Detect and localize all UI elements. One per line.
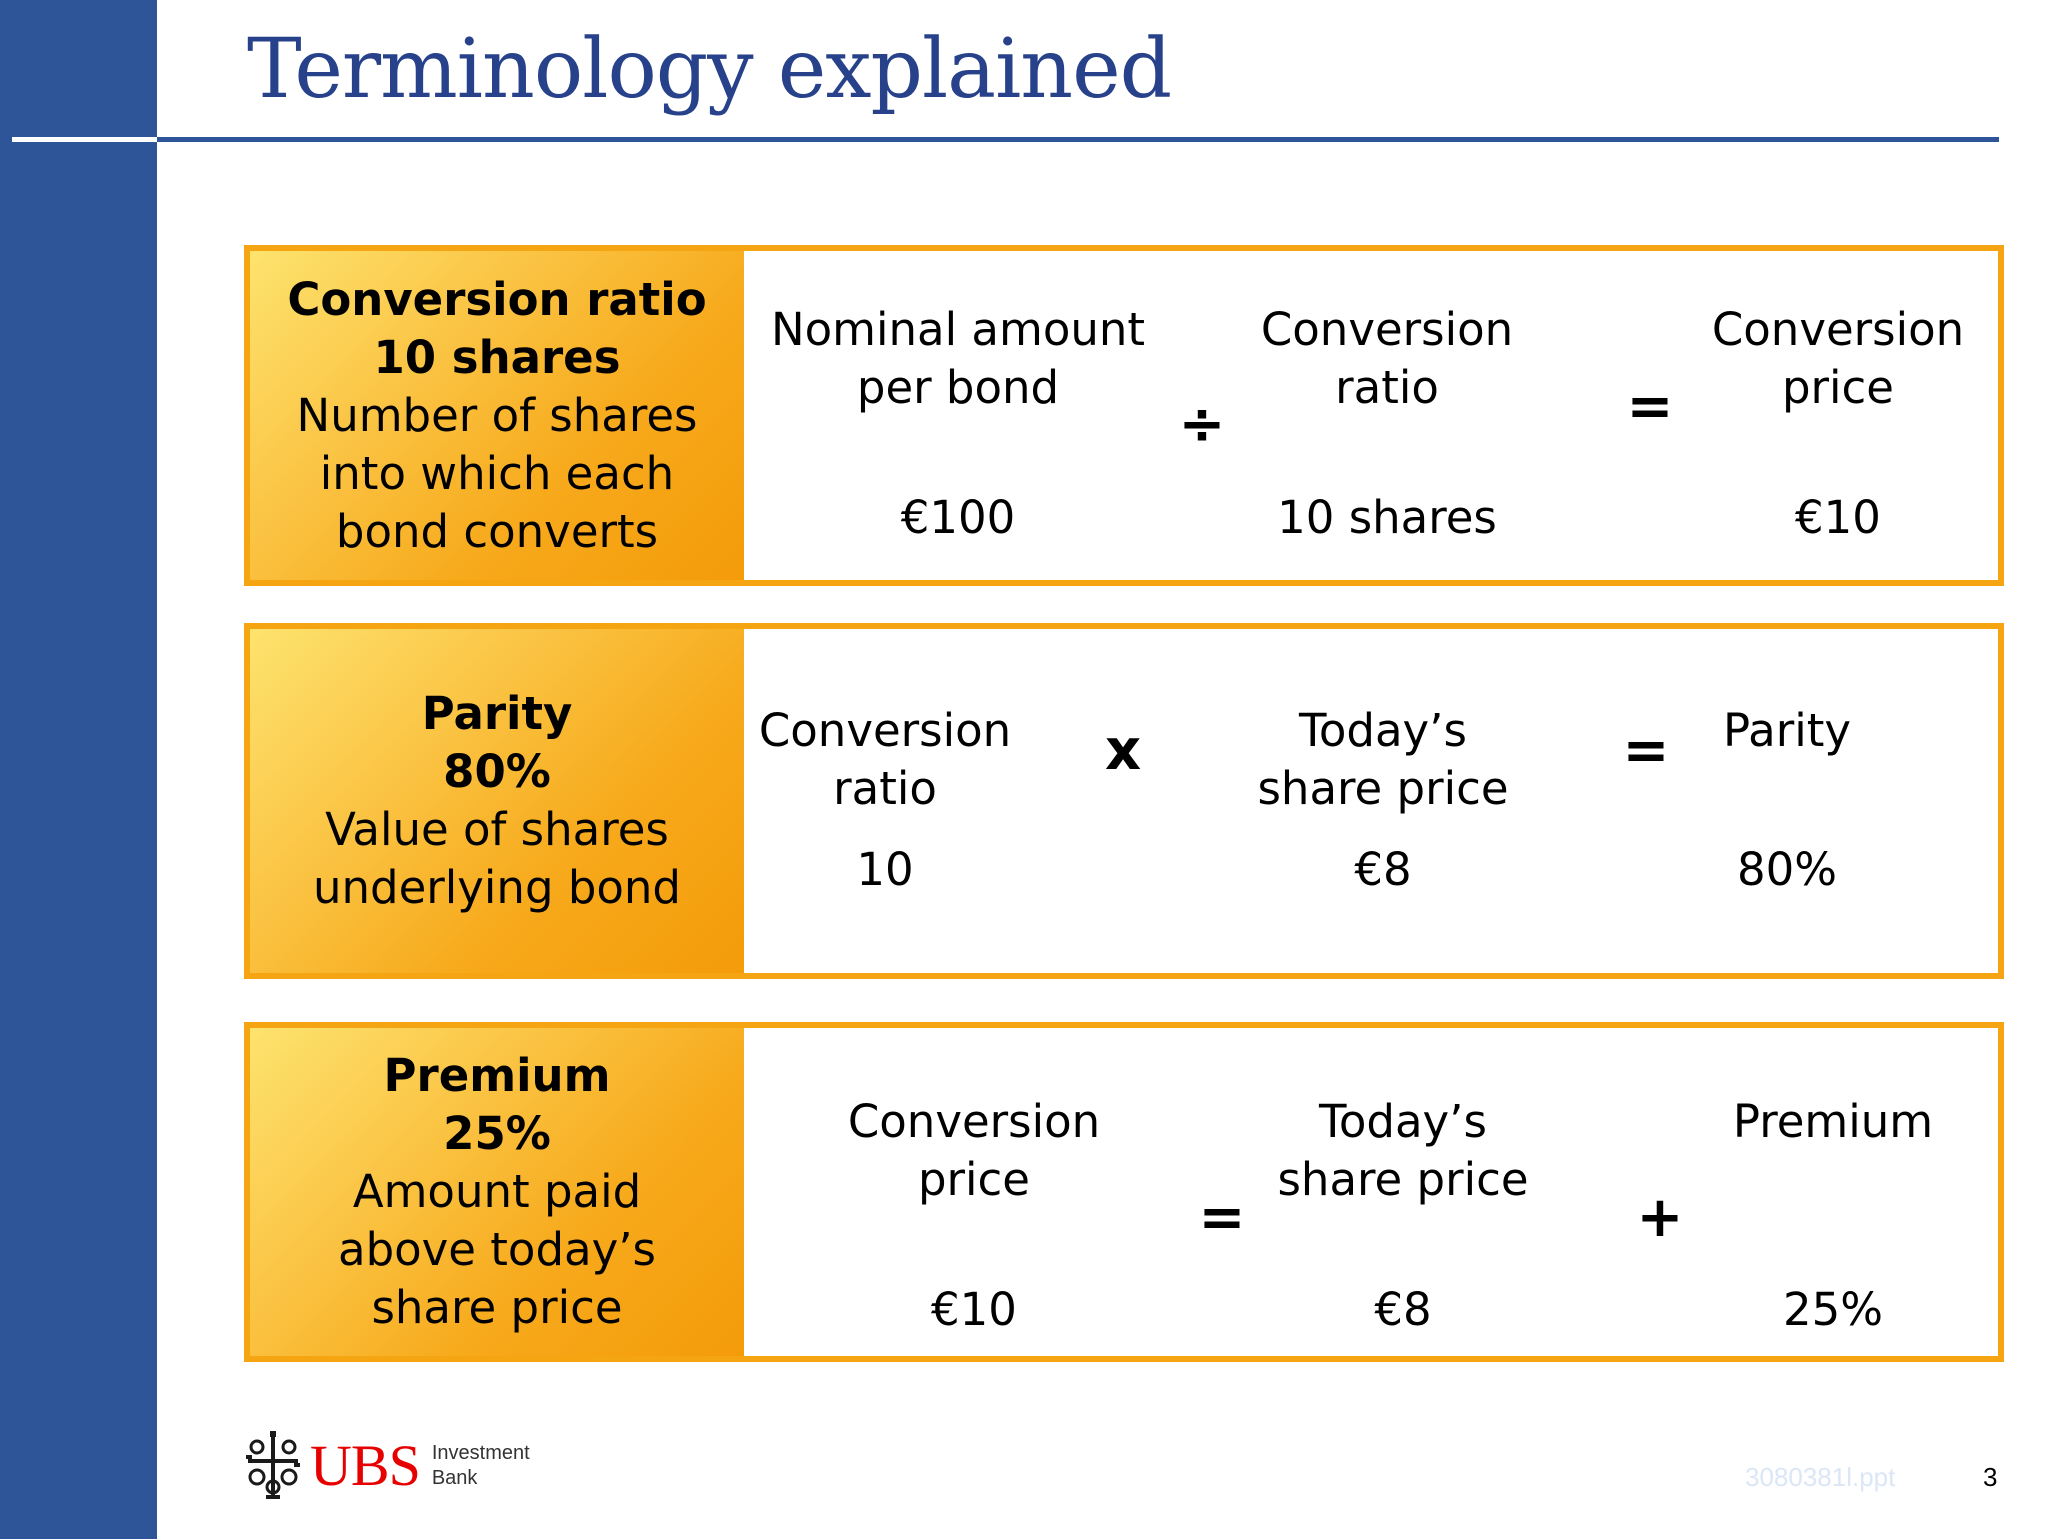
term-value: €100	[900, 491, 1016, 544]
term-heading-line: per bond	[856, 361, 1060, 414]
panel-parity: Parity 80% Value of shares underlying bo…	[244, 623, 2004, 979]
label-desc-line: Number of shares	[296, 388, 698, 442]
term-value: €10	[1795, 491, 1881, 544]
term-heading-line: Parity	[1723, 704, 1851, 757]
label-title: Parity	[421, 687, 573, 740]
term-heading-line: share price	[1277, 1153, 1529, 1206]
term-heading-line: price	[1781, 361, 1894, 414]
label-title: Conversion ratio	[287, 272, 707, 326]
label-value: 25%	[443, 1107, 551, 1160]
term-value: €8	[1374, 1283, 1432, 1336]
ubs-wordmark: UBS	[310, 1432, 421, 1498]
term-heading-line: Nominal amount	[770, 303, 1146, 356]
panel-label-premium: Premium 25% Amount paid above today’s sh…	[250, 1028, 744, 1356]
term-value: 80%	[1736, 843, 1838, 896]
term-heading-line: ratio	[1335, 361, 1439, 414]
label-desc-line: above today’s	[338, 1223, 656, 1276]
panel-label-parity: Parity 80% Value of shares underlying bo…	[250, 629, 744, 973]
term-value: 25%	[1782, 1283, 1884, 1336]
term-heading-line: Premium	[1732, 1095, 1934, 1148]
logo-subtitle: Investment Bank	[432, 1441, 530, 1491]
term-heading: Conversion ratio	[759, 702, 1011, 818]
panel-premium: Premium 25% Amount paid above today’s sh…	[244, 1022, 2004, 1362]
multiply-operator: x	[1104, 718, 1142, 783]
term-value: €10	[931, 1283, 1017, 1336]
term-heading-line: Conversion	[1711, 303, 1965, 356]
ubs-keys-icon	[246, 1430, 300, 1499]
panel-label-conversion-ratio: Conversion ratio 10 shares Number of sha…	[250, 251, 744, 580]
term-heading-line: Conversion	[1260, 303, 1514, 356]
term-value: €8	[1354, 843, 1412, 896]
equals-operator: =	[1198, 1185, 1246, 1250]
label-value: 10 shares	[373, 330, 621, 384]
term-heading: Conversion price	[1712, 301, 1964, 417]
label-title: Premium	[383, 1049, 611, 1102]
label-desc-line: Amount paid	[352, 1165, 642, 1218]
label-desc-line: Value of shares	[325, 803, 669, 856]
term-heading: Today’s share price	[1257, 702, 1508, 818]
term-heading-line: ratio	[833, 762, 937, 815]
term-heading: Today’s share price	[1277, 1093, 1528, 1209]
label-desc-line: share price	[371, 1281, 623, 1334]
term-heading: Premium	[1733, 1093, 1933, 1151]
logo-subtitle-line: Bank	[431, 1466, 478, 1489]
term-heading: Nominal amount per bond	[771, 301, 1145, 417]
file-name: 3080381l.ppt	[1745, 1462, 1896, 1492]
term-heading-line: share price	[1257, 762, 1509, 815]
term-heading-line: price	[917, 1153, 1030, 1206]
term-heading-line: Conversion	[847, 1095, 1101, 1148]
term-value: 10 shares	[1277, 491, 1497, 544]
panel-conversion-ratio: Conversion ratio 10 shares Number of sha…	[244, 245, 2004, 586]
term-heading: Parity	[1723, 702, 1851, 760]
term-value: 10	[856, 843, 914, 896]
sidebar-title-rule	[12, 137, 157, 142]
plus-operator: +	[1636, 1185, 1684, 1250]
page-title: Terminology explained	[247, 22, 1172, 117]
label-value: 80%	[443, 745, 551, 798]
term-heading-line: Today’s	[1299, 704, 1467, 757]
term-heading-line: Today’s	[1319, 1095, 1487, 1148]
label-desc-line: into which each	[319, 446, 675, 500]
left-sidebar-band	[0, 0, 157, 1539]
term-heading-line: Conversion	[758, 704, 1012, 757]
term-heading: Conversion ratio	[1261, 301, 1513, 417]
title-underline-rule	[157, 137, 1999, 142]
equals-operator: =	[1622, 718, 1670, 783]
divide-operator: ÷	[1178, 392, 1226, 457]
equals-operator: =	[1626, 374, 1674, 439]
ubs-logo: UBS Investment Bank	[244, 1428, 574, 1503]
label-desc-line: bond converts	[335, 504, 659, 558]
logo-subtitle-line: Investment	[431, 1441, 530, 1464]
label-desc-line: underlying bond	[313, 861, 681, 914]
page-number: 3	[1983, 1462, 1998, 1492]
term-heading: Conversion price	[848, 1093, 1100, 1209]
